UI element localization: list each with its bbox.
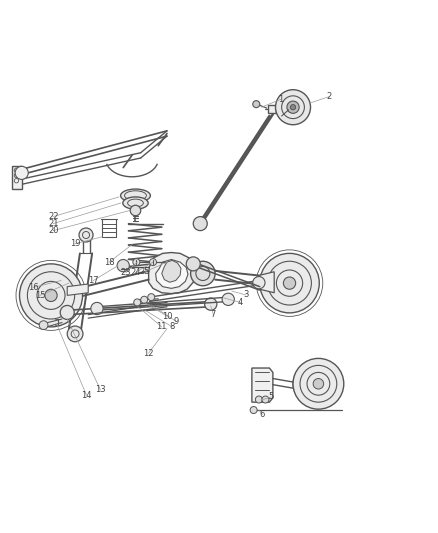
Text: 16: 16: [28, 283, 38, 292]
Circle shape: [19, 264, 82, 327]
Circle shape: [141, 296, 148, 303]
Text: 18: 18: [104, 257, 114, 266]
Text: 2: 2: [325, 92, 331, 101]
Text: 24: 24: [130, 268, 141, 277]
Text: 6: 6: [259, 410, 265, 419]
Circle shape: [117, 260, 129, 272]
Circle shape: [15, 166, 28, 180]
Text: 8: 8: [169, 322, 174, 332]
Circle shape: [67, 326, 83, 342]
Circle shape: [222, 293, 234, 305]
Text: 9: 9: [173, 317, 179, 326]
Text: 20: 20: [48, 226, 58, 235]
Circle shape: [60, 305, 74, 319]
Text: 13: 13: [95, 385, 106, 394]
Circle shape: [130, 205, 141, 216]
Circle shape: [204, 298, 216, 310]
Polygon shape: [251, 368, 272, 402]
Polygon shape: [161, 261, 180, 282]
Circle shape: [283, 277, 295, 289]
Text: 1: 1: [278, 95, 283, 104]
Circle shape: [91, 302, 103, 314]
Text: 21: 21: [48, 219, 58, 228]
Circle shape: [312, 378, 323, 389]
Circle shape: [39, 321, 48, 329]
Circle shape: [290, 104, 295, 110]
Polygon shape: [155, 260, 187, 288]
Ellipse shape: [123, 197, 148, 209]
Ellipse shape: [120, 189, 150, 202]
Circle shape: [250, 407, 257, 414]
Text: 11: 11: [156, 322, 166, 332]
Circle shape: [252, 101, 259, 108]
Circle shape: [255, 396, 262, 403]
Polygon shape: [67, 284, 88, 295]
Circle shape: [79, 228, 93, 242]
Text: 7: 7: [210, 310, 215, 319]
Circle shape: [148, 294, 154, 301]
Circle shape: [259, 253, 318, 313]
Polygon shape: [259, 272, 274, 293]
Text: 12: 12: [143, 349, 153, 358]
Circle shape: [286, 101, 298, 114]
Text: 17: 17: [88, 276, 99, 285]
Text: 22: 22: [48, 212, 58, 221]
Circle shape: [133, 259, 140, 265]
Polygon shape: [148, 253, 195, 294]
Text: 23: 23: [120, 268, 131, 277]
Text: 25: 25: [140, 267, 150, 276]
Circle shape: [190, 261, 215, 286]
Circle shape: [149, 259, 156, 265]
Circle shape: [134, 299, 141, 306]
Polygon shape: [12, 166, 21, 189]
Circle shape: [261, 396, 268, 403]
Circle shape: [275, 90, 310, 125]
Text: 5: 5: [268, 392, 273, 401]
Text: 19: 19: [70, 239, 80, 248]
Circle shape: [292, 358, 343, 409]
Text: 4: 4: [237, 298, 243, 307]
Circle shape: [45, 289, 57, 302]
Text: 14: 14: [81, 391, 92, 400]
Circle shape: [252, 277, 265, 289]
Circle shape: [186, 257, 200, 271]
Text: 3: 3: [243, 290, 248, 300]
Polygon shape: [267, 104, 275, 114]
Text: 15: 15: [35, 291, 45, 300]
Text: 10: 10: [162, 312, 172, 321]
Circle shape: [193, 216, 207, 231]
Polygon shape: [61, 279, 70, 285]
